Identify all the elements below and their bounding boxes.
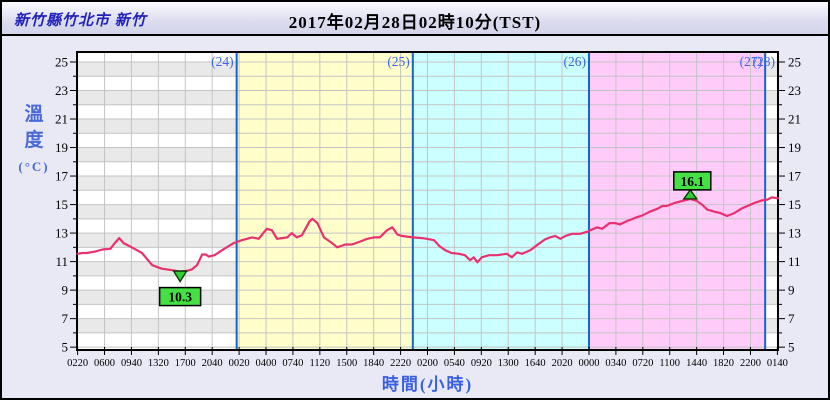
day-region (236, 52, 413, 350)
x-axis-ticks: 0220 0600 0940 1320 1700 2040 0020 0400 0740 1120… (67, 347, 788, 369)
x-tick-label: 2020 (552, 358, 573, 369)
x-tick-label: 2040 (202, 358, 223, 369)
stripe-band (77, 233, 237, 248)
temperature-curve (76, 196, 780, 273)
temperature-chart: 0220 0600 0940 1320 1700 2040 0020 0400 0740 1120… (55, 51, 802, 369)
max-value-box (673, 171, 712, 191)
y-tick-label-left: 11 (55, 254, 68, 269)
x-tick-label: 0200 (417, 358, 438, 369)
stripe-band (77, 61, 237, 77)
y-tick-label-right: 19 (788, 140, 801, 155)
y-axis-ticks: 5 5 7 7 9 9 11 11 13 13 15 15 17 17 19 19 21 21 23 23 25 25 (55, 54, 802, 354)
min-triangle-icon (172, 270, 188, 283)
x-tick-label: 0400 (256, 358, 277, 369)
x-tick-label: 0340 (605, 358, 626, 369)
x-tick-label: 0920 (471, 358, 492, 369)
y-tick-label-left: 23 (55, 83, 68, 98)
plot-grid (77, 52, 778, 350)
x-tick-label: 0740 (282, 358, 303, 369)
y-tick-label-right: 11 (788, 254, 801, 269)
x-tick-label: 1640 (525, 358, 546, 369)
y-tick-label-right: 9 (788, 283, 795, 298)
day-label: (26) (563, 54, 586, 69)
stripe-band (77, 119, 237, 134)
stripe-band (765, 261, 778, 276)
day-region (588, 52, 766, 350)
day-label: (24) (211, 54, 234, 69)
y-tick-label-left: 13 (55, 226, 68, 241)
stripe-band (765, 290, 778, 305)
stripe-band (77, 176, 237, 191)
y-tick-label-left: 9 (62, 283, 69, 298)
x-tick-label: 1820 (713, 358, 734, 369)
x-tick-label: 0020 (229, 358, 250, 369)
min-value-label: 10.3 (168, 290, 192, 305)
y-tick-label-right: 23 (788, 83, 801, 98)
min-value-box (158, 286, 202, 307)
day-label: (28) (753, 54, 776, 69)
y-tick-label-right: 5 (788, 340, 795, 355)
max-value-label: 16.1 (680, 174, 704, 189)
stripe-band (77, 90, 237, 105)
max-marker: 16.1 (673, 171, 712, 200)
stripe-band (765, 318, 778, 333)
x-tick-label: 2200 (740, 358, 761, 369)
stripe-band (765, 61, 778, 77)
stripe-band (765, 90, 778, 105)
stripe-band (77, 261, 237, 276)
x-tick-label: 0940 (121, 358, 142, 369)
x-tick-label: 2220 (390, 358, 411, 369)
station-name: 新竹縣竹北市 新竹 (14, 13, 147, 29)
y-axis-title: 溫度 (°C) (8, 102, 60, 175)
stripe-band (77, 204, 237, 219)
x-axis-title: 時間(小時) (381, 375, 474, 394)
stripe-band (77, 318, 237, 333)
x-tick-label: 1840 (363, 358, 384, 369)
x-tick-label: 0220 (67, 358, 88, 369)
page-title: 2017年02月28日02時10分(TST) (288, 13, 542, 32)
x-tick-label: 0000 (578, 358, 599, 369)
y-tick-label-left: 15 (55, 197, 68, 212)
stripe-band (77, 290, 237, 305)
y-tick-label-left: 5 (62, 340, 69, 355)
x-tick-label: 1100 (659, 358, 680, 369)
y-tick-label-right: 25 (788, 54, 801, 69)
stripe-band (77, 147, 237, 162)
max-triangle-icon (682, 188, 699, 200)
y-tick-label-right: 17 (788, 169, 802, 184)
y-tick-label-left: 21 (55, 112, 68, 127)
stripe-band (765, 147, 778, 162)
y-tick-label-left: 7 (62, 311, 69, 326)
x-tick-label: 1120 (310, 358, 331, 369)
y-tick-label-left: 25 (55, 54, 68, 69)
x-tick-label: 0140 (767, 358, 788, 369)
y-axis-title-text: 溫度 (24, 104, 44, 151)
stripe-band (765, 176, 778, 191)
x-tick-label: 1300 (498, 358, 519, 369)
min-marker: 10.3 (158, 270, 202, 307)
x-tick-label: 0540 (444, 358, 465, 369)
y-tick-label-right: 21 (788, 112, 801, 127)
y-axis-unit: (°C) (18, 159, 50, 175)
y-tick-label-left: 19 (55, 140, 68, 155)
x-tick-label: 1500 (336, 358, 357, 369)
day-label: (25) (387, 54, 410, 69)
x-tick-label: 1440 (686, 358, 707, 369)
stripe-band (765, 204, 778, 219)
y-tick-label-left: 17 (55, 169, 69, 184)
day-label: (27) (740, 54, 763, 69)
stripe-band (765, 119, 778, 134)
x-tick-label: 1320 (148, 358, 169, 369)
y-tick-label-right: 7 (788, 311, 795, 326)
day-background-regions (77, 52, 778, 350)
x-tick-label: 0600 (94, 358, 115, 369)
stripe-band (765, 233, 778, 248)
day-region (412, 52, 589, 350)
y-tick-label-right: 13 (788, 226, 801, 241)
y-tick-label-right: 15 (788, 197, 801, 212)
x-tick-label: 1700 (175, 358, 196, 369)
x-tick-label: 0720 (632, 358, 653, 369)
header-bar: 2017年02月28日02時10分(TST) 新竹縣竹北市 新竹 (2, 2, 828, 36)
